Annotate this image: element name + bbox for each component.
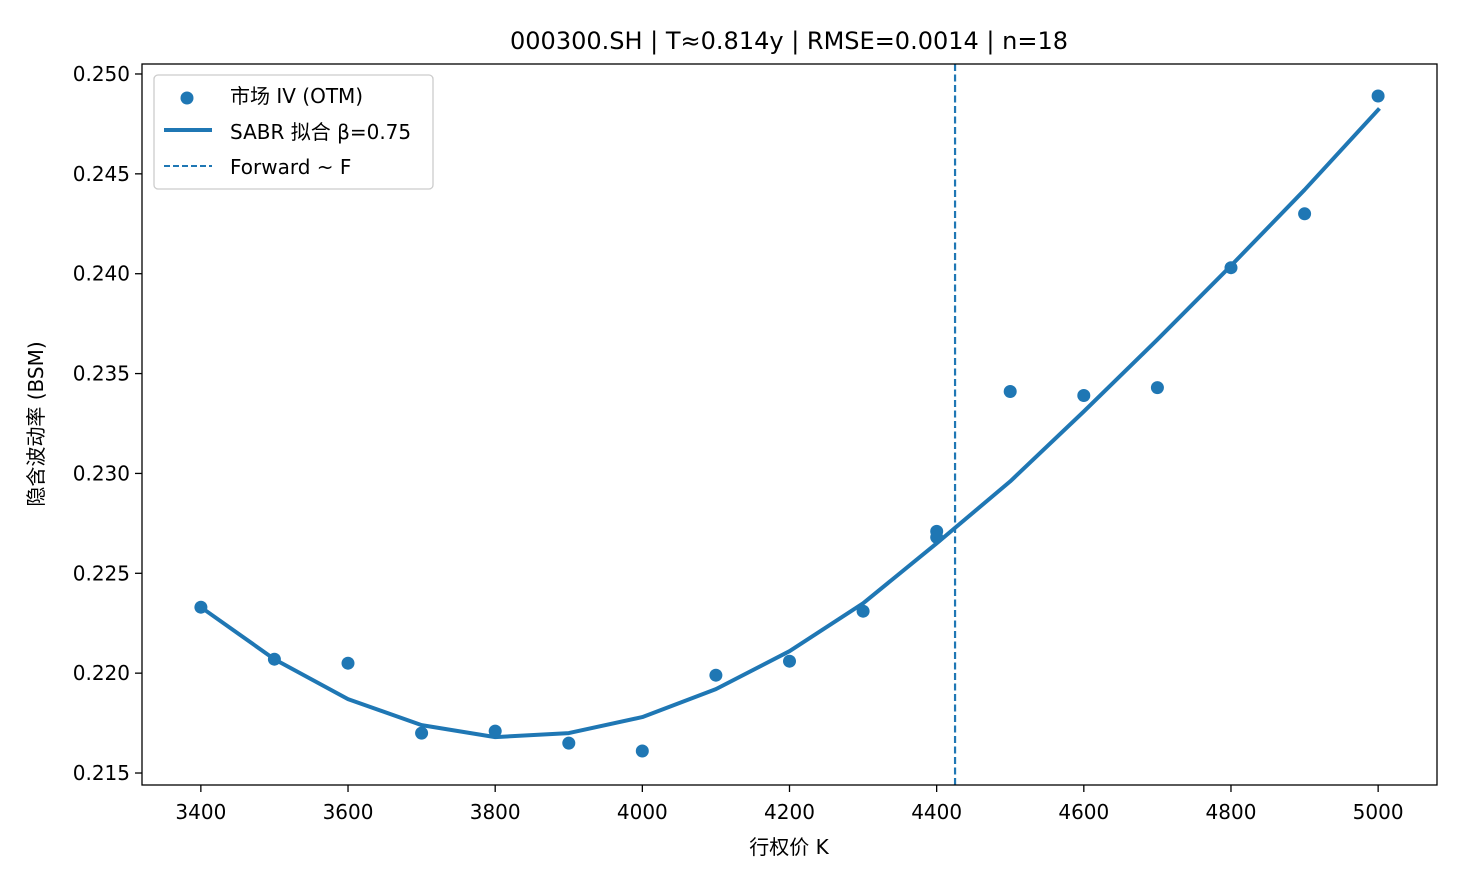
x-tick-label: 3600 (323, 800, 374, 824)
legend-marker-market-iv (180, 91, 194, 105)
y-tick-label: 0.215 (73, 761, 130, 785)
y-tick-label: 0.250 (73, 62, 130, 86)
x-tick-label: 3800 (470, 800, 521, 824)
y-tick-label: 0.220 (73, 661, 130, 685)
market-iv-point (267, 652, 281, 666)
legend-box (153, 74, 434, 190)
x-tick-label: 3400 (175, 800, 226, 824)
plot-frame (141, 63, 1438, 786)
legend-label-sabr-fit: SABR 拟合 β=0.75 (230, 120, 411, 144)
x-tick-label: 4400 (911, 800, 962, 824)
y-axis-title: 隐含波动率 (BSM) (24, 341, 48, 506)
y-tick-label: 0.245 (73, 162, 130, 186)
plot-area (194, 64, 1385, 785)
sabr-fit-line (198, 107, 1381, 740)
y-axis: 0.215 0.220 0.225 0.230 0.235 0.240 0.245 0.250 (73, 62, 142, 785)
market-iv-point (488, 724, 502, 738)
x-axis-title: 行权价 K (749, 835, 829, 859)
x-axis: 3400 3600 3800 4000 4200 4400 4600 4800 5000 (175, 785, 1404, 824)
market-iv-point (1224, 261, 1238, 275)
market-iv-point (562, 736, 576, 750)
market-iv-point (1371, 89, 1385, 103)
legend: 市场 IV (OTM) SABR 拟合 β=0.75 Forward ~ F (153, 74, 434, 190)
legend-label-market-iv: 市场 IV (OTM) (230, 84, 363, 108)
y-tick-label: 0.225 (73, 561, 130, 585)
x-tick-label: 4800 (1206, 800, 1257, 824)
market-iv-point (783, 654, 796, 668)
market-iv-point (635, 744, 649, 758)
x-tick-label: 4000 (617, 800, 668, 824)
legend-label-forward: Forward ~ F (230, 155, 351, 179)
chart-title: 000300.SH | T≈0.814y | RMSE=0.0014 | n=1… (510, 27, 1068, 55)
market-iv-point (1298, 207, 1312, 221)
market-iv-point (930, 530, 944, 544)
market-iv-point (1150, 381, 1164, 395)
y-tick-label: 0.235 (73, 362, 130, 386)
y-tick-label: 0.240 (73, 262, 130, 286)
y-tick-label: 0.230 (73, 461, 130, 485)
x-tick-label: 5000 (1353, 800, 1404, 824)
market-iv-point (415, 726, 429, 740)
market-iv-point (1003, 385, 1017, 398)
market-iv-point (1077, 389, 1091, 402)
market-iv-point (341, 656, 355, 670)
x-tick-label: 4600 (1058, 800, 1109, 824)
market-iv-point (194, 600, 208, 614)
market-iv-point (709, 668, 723, 682)
market-iv-point (856, 604, 870, 618)
x-tick-label: 4200 (764, 800, 815, 824)
